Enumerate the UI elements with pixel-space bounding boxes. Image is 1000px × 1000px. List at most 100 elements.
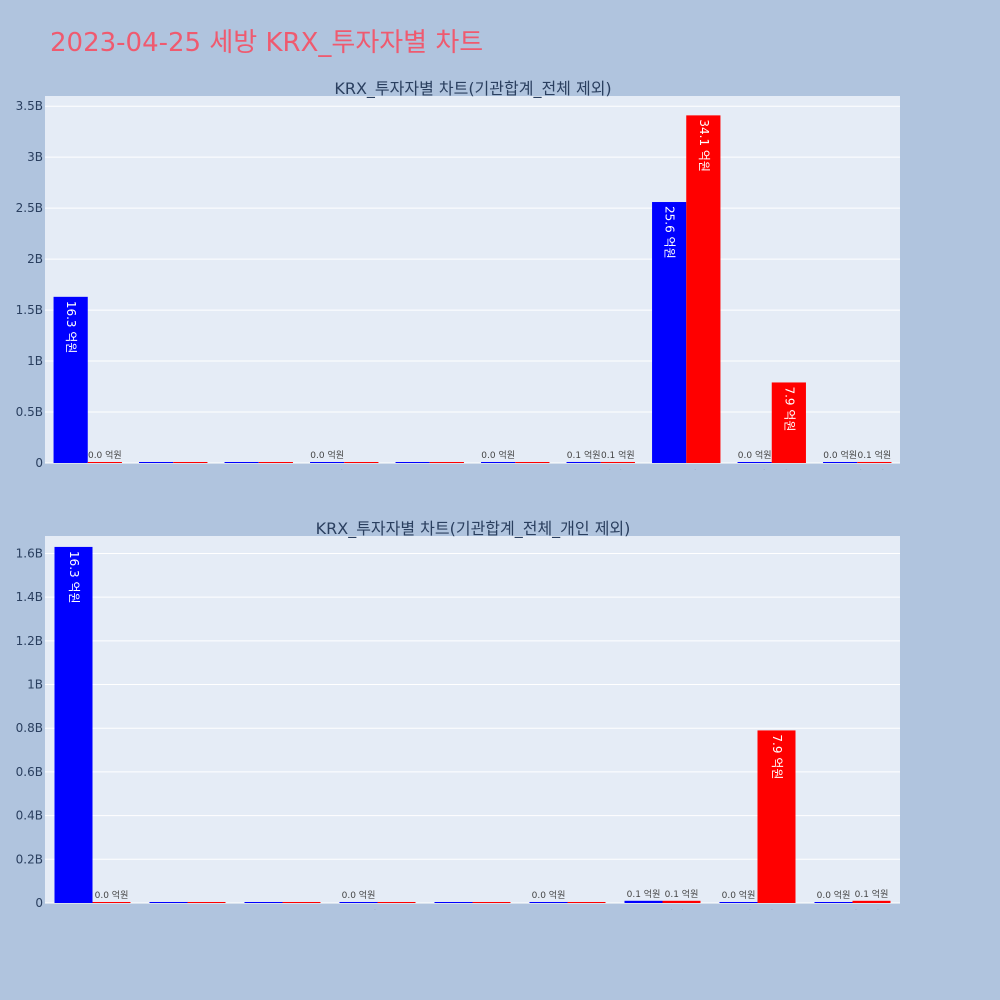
y-tick-label: 0.4B bbox=[16, 809, 43, 823]
y-tick-label: 0.6B bbox=[16, 765, 43, 779]
x-tick-label: 투신 bbox=[248, 469, 270, 470]
y-tick-label: 0 bbox=[35, 896, 43, 910]
bar bbox=[139, 462, 174, 463]
data-label: 0.1 억원 bbox=[855, 888, 889, 900]
bar bbox=[54, 546, 93, 903]
x-tick-label: 개인 bbox=[675, 469, 697, 470]
bar bbox=[310, 462, 345, 463]
bar bbox=[187, 902, 226, 903]
data-label: 0.0 억원 bbox=[722, 889, 756, 901]
data-label: 0.0 억원 bbox=[342, 889, 376, 901]
x-tick-label: 사모 bbox=[366, 909, 388, 910]
bar bbox=[92, 902, 131, 903]
bar bbox=[515, 462, 550, 463]
y-tick-label: 3B bbox=[27, 150, 43, 164]
y-tick-label: 1.4B bbox=[16, 590, 43, 604]
bar bbox=[529, 902, 568, 903]
y-tick-label: 2B bbox=[27, 252, 43, 266]
x-tick-label: 사모 bbox=[333, 469, 355, 470]
data-label: 0.0 억원 bbox=[532, 889, 566, 901]
data-label: 0.1 억원 bbox=[665, 888, 699, 900]
bar bbox=[244, 902, 283, 903]
data-label: 7.9 억원 bbox=[782, 386, 796, 431]
x-tick-label: 기타금융 bbox=[408, 469, 452, 470]
data-label: 0.1 억원 bbox=[601, 449, 635, 461]
data-label: 16.3 억원 bbox=[64, 301, 78, 354]
bar bbox=[566, 461, 601, 463]
bar bbox=[823, 462, 858, 463]
y-tick-label: 1.5B bbox=[16, 303, 43, 317]
bar bbox=[429, 462, 464, 463]
data-label: 0.1 억원 bbox=[627, 888, 661, 900]
y-tick-label: 1B bbox=[27, 678, 43, 692]
page-title: 2023-04-25 세방 KRX_투자자별 차트 bbox=[50, 28, 484, 58]
data-label: 0.0 억원 bbox=[823, 449, 857, 461]
bar bbox=[662, 900, 701, 903]
x-tick-label: 기타법인 bbox=[579, 469, 623, 470]
x-tick-label: 보험 bbox=[162, 469, 184, 470]
data-label: 0.0 억원 bbox=[817, 889, 851, 901]
data-label: 7.9 억원 bbox=[770, 734, 784, 779]
bar bbox=[53, 296, 88, 463]
data-label: 0.0 억원 bbox=[738, 449, 772, 461]
bar bbox=[600, 461, 635, 463]
y-tick-label: 0 bbox=[35, 456, 43, 470]
x-tick-label: 기타외국인 bbox=[830, 469, 885, 470]
x-tick-label: 기타외국인 bbox=[825, 909, 880, 910]
data-label: 16.3 억원 bbox=[67, 551, 81, 604]
bar bbox=[339, 902, 378, 903]
chart-title: KRX_투자자별 차트(기관합계_전체_개인 제외) bbox=[316, 519, 631, 539]
investor-chart-bottom: 0 0.2B 0.4B 0.6B 0.8B 1B 1.2B 1.4B 1.6B KRX_투자자별 … bbox=[16, 519, 900, 910]
data-label: 0.0 억원 bbox=[481, 449, 515, 461]
bar bbox=[814, 902, 853, 903]
bar bbox=[149, 902, 188, 903]
data-label: 0.1 억원 bbox=[567, 449, 601, 461]
x-tick-label: 외국인 bbox=[755, 469, 788, 470]
x-tick-label: 기타금융 bbox=[450, 909, 494, 910]
x-tick-label: 연기금 등 bbox=[544, 909, 592, 910]
x-tick-label: 외국인 bbox=[741, 909, 774, 910]
bar bbox=[224, 462, 259, 463]
y-tick-label: 2.5B bbox=[16, 201, 43, 215]
bar bbox=[481, 462, 516, 463]
bar bbox=[686, 115, 721, 463]
data-label: 0.0 억원 bbox=[88, 449, 122, 461]
y-tick-label: 3.5B bbox=[16, 99, 43, 113]
x-tick-label: 투신 bbox=[271, 909, 293, 910]
bar bbox=[719, 902, 758, 903]
bar bbox=[344, 462, 379, 463]
data-label: 0.0 억원 bbox=[95, 889, 129, 901]
data-label: 25.6 억원 bbox=[663, 206, 677, 259]
x-tick-label: 보험 bbox=[176, 909, 198, 910]
investor-chart-top: 0 0.5B 1B 1.5B 2B 2.5B 3B 3.5B KRX_투자자별 차트(기관합계_… bbox=[16, 79, 900, 470]
bar bbox=[282, 902, 321, 903]
y-tick-label: 1.6B bbox=[16, 546, 43, 560]
bar bbox=[652, 202, 687, 463]
bar bbox=[472, 902, 511, 903]
y-tick-label: 0.8B bbox=[16, 721, 43, 735]
bar bbox=[87, 462, 122, 463]
bar bbox=[173, 462, 208, 463]
x-tick-label: 금융투자 bbox=[70, 909, 114, 910]
data-label: 0.1 억원 bbox=[857, 449, 891, 461]
y-tick-label: 1.2B bbox=[16, 634, 43, 648]
x-tick-label: 연기금 등 bbox=[491, 469, 539, 470]
data-label: 34.1 억원 bbox=[697, 119, 711, 172]
bar bbox=[567, 902, 606, 903]
bar bbox=[737, 462, 772, 463]
y-tick-label: 0.5B bbox=[16, 405, 43, 419]
data-label: 0.0 억원 bbox=[310, 449, 344, 461]
bar bbox=[624, 900, 663, 903]
y-tick-label: 1B bbox=[27, 354, 43, 368]
chart-title: KRX_투자자별 차트(기관합계_전체 제외) bbox=[334, 79, 611, 99]
bar bbox=[395, 462, 430, 463]
bar bbox=[857, 461, 892, 463]
bar bbox=[771, 382, 806, 463]
y-tick-label: 0.2B bbox=[16, 852, 43, 866]
bar bbox=[377, 902, 416, 903]
x-tick-label: 기타법인 bbox=[640, 909, 684, 910]
bar bbox=[852, 900, 891, 903]
x-tick-label: 금융투자 bbox=[66, 469, 110, 470]
bar bbox=[434, 902, 473, 903]
bar bbox=[258, 462, 293, 463]
